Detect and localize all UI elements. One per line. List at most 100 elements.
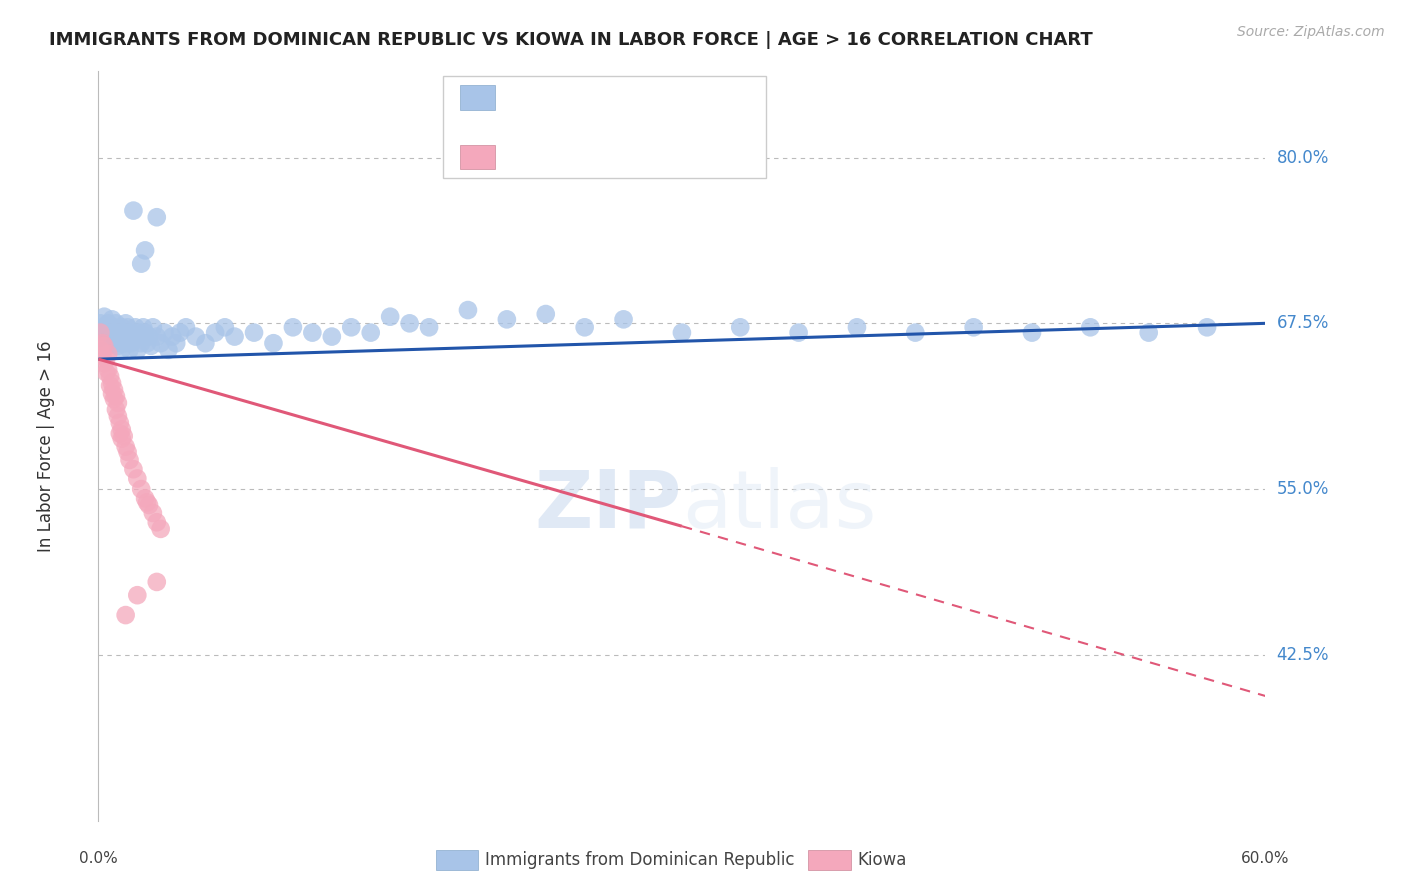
Point <box>134 326 156 340</box>
Point <box>138 329 160 343</box>
Text: 42.5%: 42.5% <box>1277 646 1329 664</box>
Point <box>162 329 184 343</box>
Point <box>496 312 519 326</box>
Point <box>146 211 169 225</box>
Point <box>98 369 121 384</box>
Point <box>97 316 120 330</box>
Point <box>97 363 120 377</box>
Point <box>103 336 125 351</box>
Point <box>96 329 118 343</box>
Text: N =: N = <box>619 148 658 166</box>
Point <box>114 440 136 454</box>
Point <box>139 339 162 353</box>
Point <box>93 356 115 370</box>
Point <box>107 396 129 410</box>
Point <box>243 326 266 340</box>
Point <box>149 522 172 536</box>
Point <box>96 352 118 367</box>
Point <box>96 323 118 337</box>
Point <box>91 350 114 364</box>
Point <box>118 343 141 357</box>
Point <box>118 453 141 467</box>
Point <box>129 336 152 351</box>
Point <box>613 312 636 326</box>
Point <box>91 320 114 334</box>
Point <box>98 320 121 334</box>
Point <box>142 320 165 334</box>
Point <box>194 336 217 351</box>
Point <box>671 326 693 340</box>
Text: 55.0%: 55.0% <box>1277 480 1329 498</box>
Text: ZIP: ZIP <box>534 467 682 545</box>
Point <box>224 329 246 343</box>
Point <box>157 343 180 357</box>
Point <box>96 365 118 379</box>
Point <box>574 320 596 334</box>
Point <box>112 326 135 340</box>
Point <box>98 336 121 351</box>
Point <box>103 383 125 397</box>
Point <box>91 336 114 351</box>
Point <box>380 310 402 324</box>
Text: 40: 40 <box>651 148 676 166</box>
Point <box>107 329 129 343</box>
Text: R = -0.180: R = -0.180 <box>503 148 600 166</box>
Point <box>418 320 440 334</box>
Point <box>398 316 420 330</box>
Point <box>962 320 984 334</box>
Text: 67.5%: 67.5% <box>1277 314 1329 333</box>
Point <box>846 320 869 334</box>
Point <box>142 506 165 520</box>
Point <box>114 608 136 623</box>
Point <box>117 445 139 459</box>
Point <box>321 329 343 343</box>
Point <box>97 339 120 353</box>
Point <box>97 347 120 361</box>
Point <box>89 326 111 340</box>
Point <box>104 402 127 417</box>
Point <box>111 432 134 446</box>
Point <box>129 257 152 271</box>
Point <box>153 326 176 340</box>
Text: 84: 84 <box>651 88 676 106</box>
Point <box>104 316 127 330</box>
Point <box>281 320 304 334</box>
Point <box>138 498 160 512</box>
Point <box>127 343 149 357</box>
Point <box>146 574 169 589</box>
Point <box>122 462 145 476</box>
Point <box>730 320 752 334</box>
Point <box>101 376 124 390</box>
Point <box>134 491 156 506</box>
Point <box>103 392 125 406</box>
Text: IMMIGRANTS FROM DOMINICAN REPUBLIC VS KIOWA IN LABOR FORCE | AGE > 16 CORRELATIO: IMMIGRANTS FROM DOMINICAN REPUBLIC VS KI… <box>49 31 1092 49</box>
Text: Kiowa: Kiowa <box>858 851 907 869</box>
Point <box>122 329 145 343</box>
Point <box>128 326 150 340</box>
Point <box>108 416 131 430</box>
Point <box>112 336 135 351</box>
Text: In Labor Force | Age > 16: In Labor Force | Age > 16 <box>37 340 55 552</box>
Text: 80.0%: 80.0% <box>1277 149 1329 167</box>
Point <box>132 320 155 334</box>
Point <box>340 320 363 334</box>
Point <box>127 588 149 602</box>
Point <box>98 378 121 392</box>
Point <box>107 409 129 424</box>
Point <box>129 482 152 496</box>
Point <box>111 320 134 334</box>
Point <box>101 386 124 401</box>
Point <box>122 203 145 218</box>
Point <box>787 326 810 340</box>
Point <box>117 320 139 334</box>
Text: N =: N = <box>619 88 658 106</box>
Point <box>262 336 284 351</box>
Point <box>127 471 149 485</box>
Point <box>104 389 127 403</box>
Point <box>121 336 143 351</box>
Text: atlas: atlas <box>682 467 876 545</box>
Point <box>93 310 115 324</box>
Point <box>1080 320 1102 334</box>
Point <box>169 326 191 340</box>
Point <box>1195 320 1218 334</box>
